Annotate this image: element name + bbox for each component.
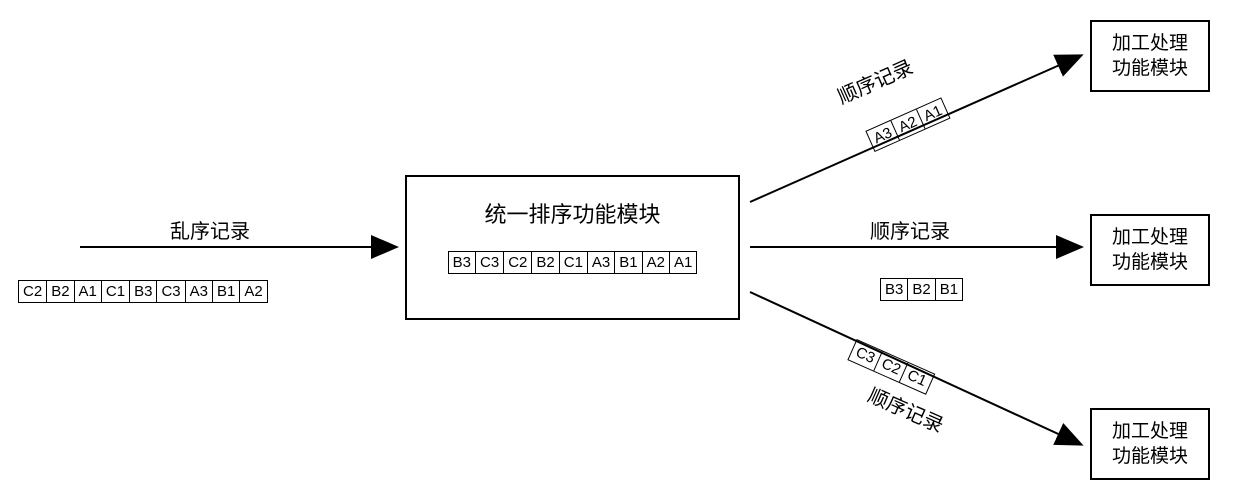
main-title: 统一排序功能模块	[407, 197, 738, 229]
cell: A2	[643, 252, 670, 273]
cell: B2	[908, 279, 935, 300]
cell: B3	[449, 252, 476, 273]
label-out-mid: 顺序记录	[870, 215, 950, 244]
output-module-line2: 功能模块	[1092, 445, 1208, 470]
output-module-line1: 加工处理	[1092, 226, 1208, 251]
cells-input: C2B2A1C1B3C3A3B1A2	[18, 280, 268, 303]
cell: A1	[75, 281, 102, 302]
output-module-1: 加工处理 功能模块	[1090, 20, 1210, 92]
cell: B1	[936, 279, 962, 300]
output-module-line2: 功能模块	[1092, 57, 1208, 82]
cell: C2	[19, 281, 47, 302]
cell: B3	[130, 281, 157, 302]
cell: A3	[186, 281, 213, 302]
cell: C3	[476, 252, 504, 273]
output-module-line1: 加工处理	[1092, 420, 1208, 445]
output-module-2: 加工处理 功能模块	[1090, 214, 1210, 286]
cell: B3	[881, 279, 908, 300]
cells-out-b: B3B2B1	[880, 278, 963, 301]
label-input: 乱序记录	[170, 215, 250, 244]
cells-sorted: B3C3C2B2C1A3B1A2A1	[448, 251, 698, 274]
cell: B2	[532, 252, 559, 273]
output-module-line2: 功能模块	[1092, 251, 1208, 276]
cell: C3	[157, 281, 185, 302]
main-sort-module: 统一排序功能模块 B3C3C2B2C1A3B1A2A1	[405, 175, 740, 320]
cell: A1	[670, 252, 696, 273]
cell: B1	[213, 281, 240, 302]
output-module-3: 加工处理 功能模块	[1090, 408, 1210, 480]
cell: C1	[102, 281, 130, 302]
cell: A2	[240, 281, 266, 302]
cell: A3	[588, 252, 615, 273]
cell: B2	[47, 281, 74, 302]
cell: B1	[615, 252, 642, 273]
cell: C2	[504, 252, 532, 273]
cell: C1	[560, 252, 588, 273]
output-module-line1: 加工处理	[1092, 32, 1208, 57]
